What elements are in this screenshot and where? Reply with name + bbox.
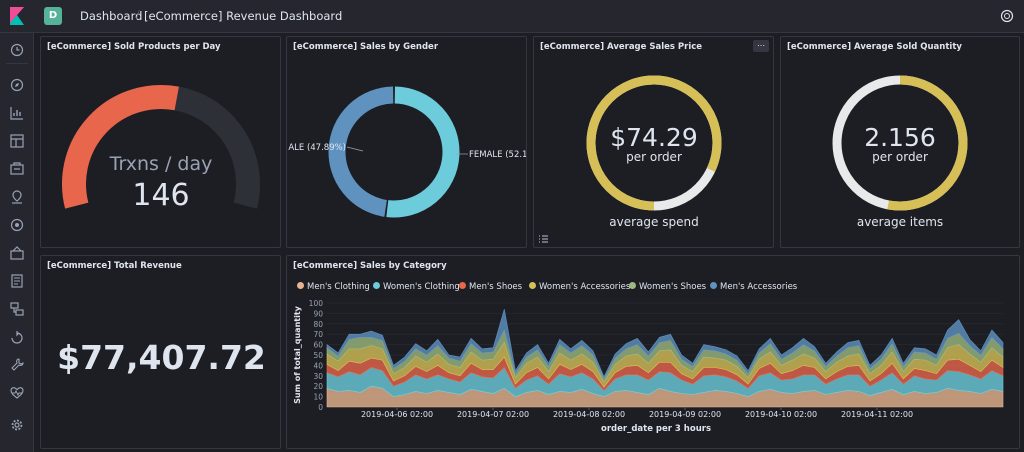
donut-slice-male[interactable] [328, 86, 394, 217]
breadcrumb-current: [eCommerce] Revenue Dashboard [144, 9, 343, 23]
dev-tools-wrench-icon[interactable] [10, 358, 24, 372]
chart-legend: Men's Clothing Women's Clothing Men's Shoe… [297, 282, 997, 294]
gauge-label: Trxns / day [109, 153, 213, 175]
panel-title: [eCommerce] Sales by Gender [293, 42, 439, 52]
donut-chart: ALE (47.89%) FEMALE (52.1 [288, 86, 527, 218]
legend-label: Women's Clothing [383, 282, 460, 292]
legend-item[interactable]: Women's Clothing [373, 282, 460, 292]
ring-fill [832, 75, 968, 211]
y-axis-title: Sum of total_quantity [293, 305, 302, 404]
legend-label: Women's Shoes [639, 282, 707, 292]
space-avatar[interactable]: D [44, 7, 62, 25]
panel-average-sales-price: [eCommerce] Average Sales Price ⋯ $74.29… [533, 36, 774, 248]
legend-item[interactable]: Men's Clothing [297, 282, 370, 292]
y-tick-label: 60 [313, 341, 323, 350]
gauge-value: 146 [132, 178, 189, 213]
x-tick-label: 2019-04-07 02:00 [457, 410, 529, 419]
legend-label: Men's Accessories [720, 282, 798, 292]
legend-swatch-icon [710, 282, 717, 289]
metric-caption: average items [857, 215, 943, 229]
panel-sales-by-category: [eCommerce] Sales by Category Men's Clot… [286, 255, 1020, 449]
machine-learning-icon[interactable] [10, 218, 24, 232]
discover-compass-icon[interactable] [10, 78, 24, 92]
metric-value: 2.156 [864, 123, 936, 152]
ring-fill [586, 75, 722, 211]
y-tick-label: 50 [313, 351, 323, 360]
x-axis-title: order_date per 3 hours [601, 424, 711, 434]
management-gear-icon[interactable] [10, 418, 24, 432]
legend-item[interactable]: Women's Accessories [529, 282, 630, 292]
metric-caption: average spend [609, 215, 698, 229]
y-tick-label: 30 [313, 372, 323, 381]
legend-label: Men's Clothing [307, 282, 370, 292]
kibana-logo-icon[interactable] [8, 7, 26, 25]
maps-icon[interactable] [10, 190, 24, 204]
x-tick-label: 2019-04-08 02:00 [553, 410, 625, 419]
uptime-icon[interactable] [10, 330, 24, 344]
legend-swatch-icon [373, 282, 380, 289]
legend-item[interactable]: Men's Accessories [710, 282, 797, 292]
y-tick-label: 90 [313, 309, 323, 318]
panel-title: [eCommerce] Average Sold Quantity [787, 42, 962, 52]
dashboard-icon[interactable] [10, 134, 24, 148]
monitoring-heartbeat-icon[interactable] [10, 386, 24, 400]
y-tick-label: 100 [309, 299, 324, 308]
top-bar: D Dashboard / [eCommerce] Revenue Dashbo… [0, 0, 1024, 33]
y-tick-label: 20 [313, 382, 323, 391]
legend-swatch-icon [629, 282, 636, 289]
legend-swatch-icon [297, 282, 304, 289]
side-navigation [0, 33, 34, 452]
breadcrumb-separator: / [136, 8, 140, 21]
legend-item[interactable]: Men's Shoes [459, 282, 522, 292]
breadcrumb-dashboard[interactable]: Dashboard [80, 9, 143, 23]
metric-unit: per order [872, 150, 928, 164]
x-tick-label: 2019-04-11 02:00 [841, 410, 913, 419]
legend-label: Men's Shoes [469, 282, 523, 292]
panel-title: [eCommerce] Total Revenue [47, 261, 182, 271]
panel-title: [eCommerce] Sold Products per Day [47, 42, 221, 52]
metric-value: $74.29 [610, 123, 697, 152]
metric-unit: per order [626, 150, 682, 164]
panel-title: [eCommerce] Sales by Category [293, 261, 447, 271]
nav-divider [6, 63, 28, 64]
donut-slice-female[interactable] [386, 86, 460, 218]
panel-sold-products-per-day: [eCommerce] Sold Products per Day Trxns … [40, 36, 281, 248]
legend-item[interactable]: Women's Shoes [629, 282, 706, 292]
recently-viewed-clock-icon[interactable] [10, 43, 24, 57]
help-icon[interactable] [1000, 9, 1014, 23]
visualize-chart-icon[interactable] [10, 106, 24, 120]
gauge-chart: Trxns / day 146 [62, 85, 260, 213]
legend-toggle-icon[interactable] [538, 234, 549, 244]
y-tick-label: 10 [313, 393, 323, 402]
gauge-fill [62, 85, 179, 209]
metric-gauge: 2.156 per order average items [832, 75, 968, 229]
panel-average-sold-quantity: [eCommerce] Average Sold Quantity 2.156 … [780, 36, 1020, 248]
logs-icon[interactable] [10, 274, 24, 288]
x-tick-label: 2019-04-10 02:00 [745, 410, 817, 419]
legend-swatch-icon [529, 282, 536, 289]
legend-swatch-icon [459, 282, 466, 289]
y-tick-label: 70 [313, 330, 323, 339]
y-tick-label: 0 [318, 403, 323, 412]
leader-line-male [346, 146, 364, 152]
metric-gauge: $74.29 per order average spend [586, 75, 722, 229]
y-tick-label: 80 [313, 320, 323, 329]
total-revenue-value: $77,407.72 [57, 338, 266, 377]
panel-options-button[interactable]: ⋯ [753, 40, 769, 52]
infrastructure-icon[interactable] [10, 246, 24, 260]
apm-icon[interactable] [10, 302, 24, 316]
x-tick-label: 2019-04-06 02:00 [361, 410, 433, 419]
y-tick-label: 40 [313, 361, 323, 370]
canvas-icon[interactable] [10, 162, 24, 176]
slice-label-male: ALE (47.89%) [288, 143, 346, 153]
panel-sales-by-gender: [eCommerce] Sales by Gender ALE (47.89%)… [286, 36, 527, 248]
area-series[interactable] [326, 309, 1004, 380]
x-tick-label: 2019-04-09 02:00 [649, 410, 721, 419]
panel-total-revenue: [eCommerce] Total Revenue $77,407.72 [40, 255, 281, 449]
legend-label: Women's Accessories [539, 282, 631, 292]
panel-title: [eCommerce] Average Sales Price [540, 42, 703, 52]
slice-label-female: FEMALE (52.1 [469, 150, 527, 160]
